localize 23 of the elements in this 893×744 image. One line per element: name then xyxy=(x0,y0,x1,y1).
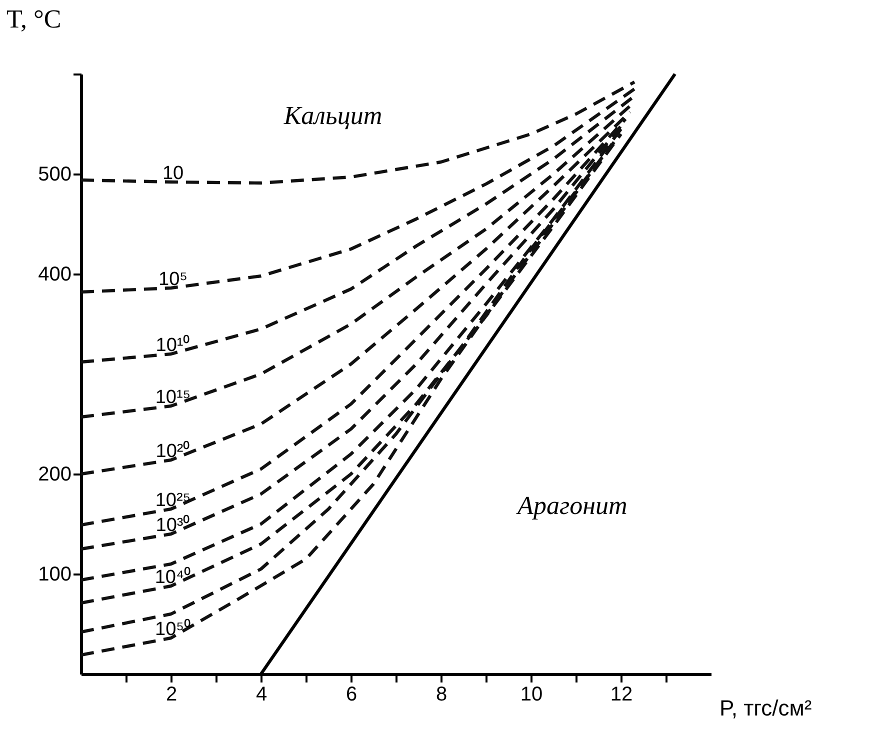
x-axis-title: P, тгс/см² xyxy=(720,696,812,720)
x-tick-label: 8 xyxy=(436,684,448,706)
y-tick-label: 200 xyxy=(38,464,72,486)
annotation: Кальцит xyxy=(282,101,382,130)
series-label: 10³⁰ xyxy=(156,514,190,536)
y-tick-label: 500 xyxy=(38,164,72,186)
y-axis-title: T, °C xyxy=(6,4,62,34)
series-label: 10²⁰ xyxy=(156,440,190,462)
series-label: 10⁵⁰ xyxy=(154,618,192,640)
series-label: 10¹⁰ xyxy=(156,334,190,356)
y-tick-label: 100 xyxy=(38,564,72,586)
x-tick-label: 12 xyxy=(610,684,633,706)
x-tick-label: 10 xyxy=(520,684,543,706)
x-tick-label: 4 xyxy=(256,684,268,706)
series-label: 10²⁵ xyxy=(155,490,191,511)
x-tick-label: 6 xyxy=(346,684,358,706)
series-label: 10¹⁵ xyxy=(155,387,191,408)
series-label: 10⁵ xyxy=(158,269,188,290)
y-tick-label: 400 xyxy=(38,264,72,286)
series-label: 10 xyxy=(162,163,184,184)
series-label: 10⁴⁰ xyxy=(154,566,192,588)
x-tick-label: 2 xyxy=(166,684,178,706)
annotation: Арагонит xyxy=(516,491,628,520)
